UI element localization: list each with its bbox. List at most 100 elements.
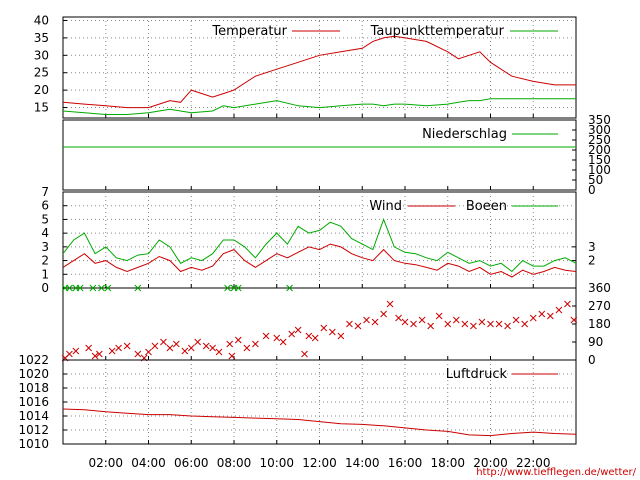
x-tick-label: 14:00 [345,456,380,470]
x-tick-label: 16:00 [388,456,423,470]
y2-tick-label: 50 [588,173,603,187]
series-line-taupunkttemperatur [62,98,576,115]
series-line-temperatur [62,35,576,109]
y-tick-label: 20 [34,83,49,97]
y-tick-label: 25 [34,66,49,80]
point-direction [418,316,426,324]
point-direction [538,310,546,318]
point-direction [410,320,417,328]
legend-label: Taupunkttemperatur [370,24,505,39]
point-direction [495,320,503,328]
y2-tick-label: 200 [588,143,611,157]
y2-tick-label: 100 [588,163,611,177]
y2-tick-label: 270 [588,299,611,313]
point-direction [555,306,563,314]
point-direction [262,332,270,340]
y2-tick-label: 90 [588,335,603,349]
point-direction [194,338,202,346]
point-direction [427,322,435,330]
legend-label: Boeen [466,199,507,214]
x-tick-label: 04:00 [131,456,166,470]
series-line-luftdruck [62,408,577,437]
point-direction [328,328,336,336]
point-direction [444,320,452,328]
point-direction [145,348,152,356]
series-line-boeen [62,217,577,273]
x-tick-label: 18:00 [430,456,465,470]
point-direction [95,350,103,358]
x-tick-label: 12:00 [302,456,337,470]
point-direction [504,322,511,330]
y2-tick-label: 360 [588,281,611,295]
y2-tick-label: 150 [588,153,611,167]
point-direction [301,350,308,358]
point-direction [234,336,242,344]
legend-label: Temperatur [211,24,287,39]
point-direction [546,312,554,320]
y2-tick-label: 250 [588,133,611,147]
y-tick-label: 40 [34,13,49,27]
legend-label: Wind [369,199,402,214]
point-direction [209,344,216,352]
y-tick-label: 1012 [18,423,49,437]
y-tick-label: 4 [41,226,49,240]
y-tick-label: 35 [34,31,49,45]
y-tick-label: 1016 [18,395,49,409]
x-tick-label: 22:00 [516,456,551,470]
y-tick-label: 6 [41,199,49,213]
point-direction [108,347,116,355]
point-north [134,284,142,292]
y-tick-label: 15 [34,101,49,115]
point-direction [371,318,379,326]
y-tick-label: 0 [41,281,49,295]
point-direction [529,314,537,322]
point-direction [243,344,251,352]
y-tick-label: 5 [41,212,49,226]
point-direction [160,338,167,346]
point-direction [288,330,296,338]
legend-label: Niederschlag [422,127,507,142]
point-north [286,284,293,292]
y2-tick-label: 0 [588,183,596,197]
y-tick-label: 2 [41,254,49,268]
y2-tick-label: 0 [588,353,596,367]
point-direction [380,310,387,318]
point-north [76,284,84,292]
series-line-wind [62,243,577,278]
point-direction [346,320,353,328]
point-direction [452,316,460,324]
x-axis: 02:00 04:00 06:00 08:00 10:00 12:00 14:00 16:00… [88,456,550,470]
y2-tick-label: 3 [588,240,596,254]
point-direction [311,334,319,342]
x-tick-label: 08:00 [217,456,252,470]
point-direction [279,338,287,346]
point-direction [72,347,80,355]
point-direction [337,332,345,340]
x-tick-label: 06:00 [174,456,209,470]
x-tick-label: 20:00 [473,456,508,470]
y-tick-label: 1014 [18,409,49,423]
point-north [234,284,242,292]
point-direction [134,350,142,358]
point-direction [354,322,362,330]
source-link[interactable]: http://www.tiefflegen.de/wetter/ [476,467,636,478]
y-tick-label: 1020 [18,367,49,381]
point-direction [181,347,189,355]
point-direction [478,318,486,326]
point-north [224,284,231,292]
y-tick-label: 1022 [18,353,49,367]
y-tick-label: 7 [41,185,49,199]
point-direction [564,300,571,308]
point-direction [202,342,210,350]
point-direction [91,352,99,360]
point-north [98,284,105,292]
point-direction [470,322,477,330]
point-direction [166,344,174,352]
point-direction [435,312,443,320]
point-direction [187,344,195,352]
y2-tick-label: 300 [588,123,611,137]
